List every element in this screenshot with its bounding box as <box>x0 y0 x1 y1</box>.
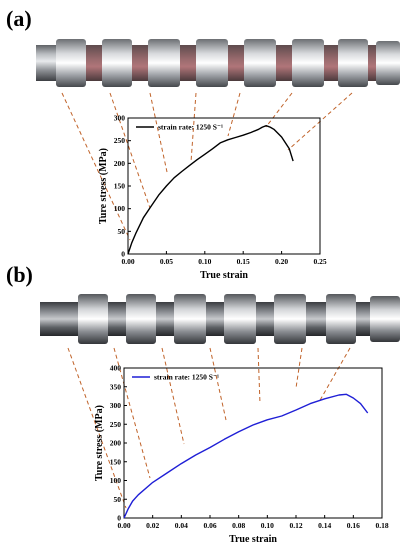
x-tick-label: 0.18 <box>375 521 388 530</box>
y-axis-title: Ture stress (MPa) <box>98 148 109 224</box>
x-axis-title: True strain <box>229 534 277 545</box>
x-tick-label: 0.00 <box>117 521 130 530</box>
y-tick-label: 200 <box>114 159 126 168</box>
y-tick-label: 400 <box>110 364 122 373</box>
legend-label: strain rate: 1250 S⁻¹ <box>154 373 219 382</box>
series-line <box>123 393 369 519</box>
series-line <box>127 124 294 255</box>
x-tick-label: 0.05 <box>160 257 173 266</box>
x-tick-label: 0.10 <box>261 521 274 530</box>
x-tick-label: 0.12 <box>289 521 302 530</box>
plot-frame <box>123 367 383 519</box>
x-tick-label: 0.16 <box>347 521 360 530</box>
x-tick-label: 0.04 <box>175 521 188 530</box>
y-tick-label: 0 <box>117 514 121 523</box>
y-tick-label: 0 <box>121 250 125 259</box>
x-axis-title: True strain <box>200 270 248 281</box>
y-tick-label: 100 <box>110 476 122 485</box>
y-tick-label: 350 <box>110 382 122 391</box>
x-tick-label: 0.06 <box>203 521 216 530</box>
x-tick-label: 0.14 <box>318 521 331 530</box>
x-tick-label: 0.10 <box>198 257 211 266</box>
legend-label: strain rate: 1250 S⁻¹ <box>158 123 223 132</box>
x-tick-label: 0.08 <box>232 521 245 530</box>
y-axis-title: Ture stress (MPa) <box>94 405 105 481</box>
y-tick-label: 50 <box>118 227 126 236</box>
y-tick-label: 200 <box>110 439 122 448</box>
y-tick-label: 250 <box>110 420 122 429</box>
y-tick-label: 250 <box>114 136 126 145</box>
y-tick-label: 150 <box>110 457 122 466</box>
y-tick-label: 300 <box>110 401 122 410</box>
y-tick-label: 150 <box>114 182 126 191</box>
specimen-photo-b <box>40 294 400 344</box>
y-tick-label: 100 <box>114 204 126 213</box>
x-tick-label: 0.20 <box>275 257 288 266</box>
x-tick-label: 0.25 <box>313 257 326 266</box>
panel-label-b: (b) <box>6 262 33 287</box>
x-tick-label: 0.15 <box>237 257 250 266</box>
panel-label-a: (a) <box>6 6 32 31</box>
specimen-photo-a <box>36 39 400 87</box>
x-tick-label: 0.00 <box>121 257 134 266</box>
y-tick-label: 300 <box>114 114 126 123</box>
y-tick-label: 50 <box>114 495 122 504</box>
x-tick-label: 0.02 <box>146 521 159 530</box>
